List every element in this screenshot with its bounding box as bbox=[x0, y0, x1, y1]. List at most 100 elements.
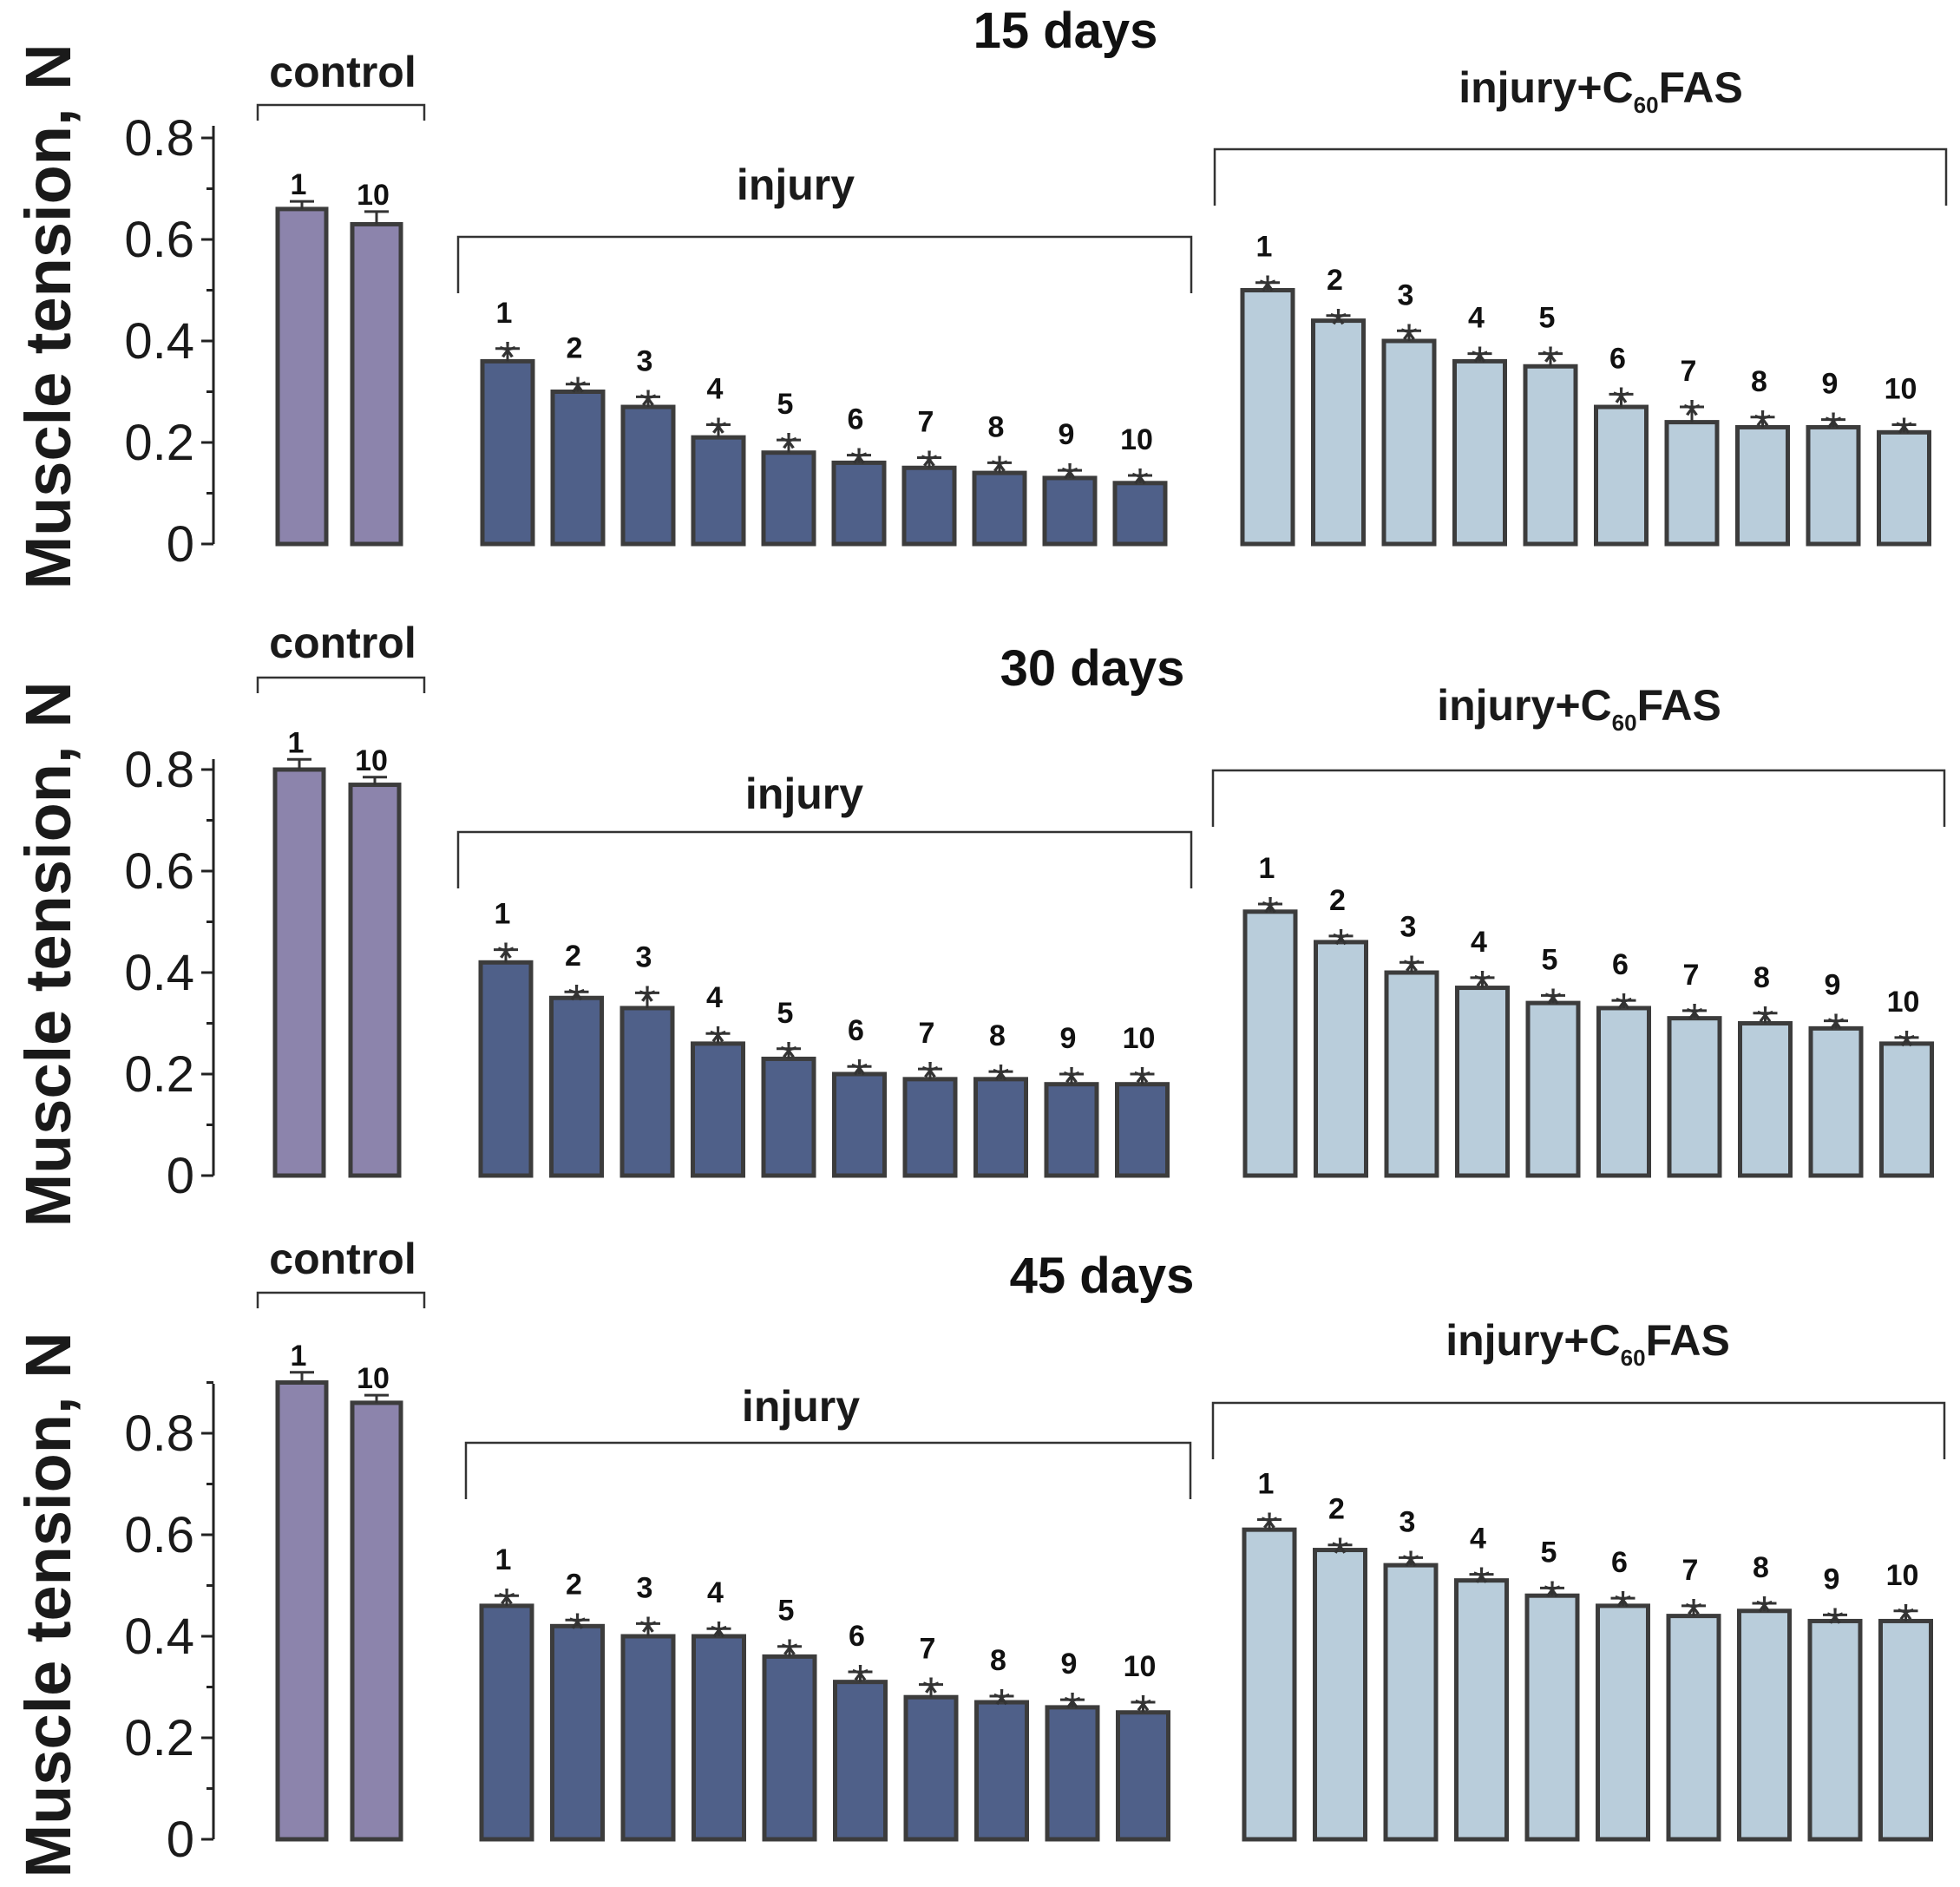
bar-label: 10 bbox=[355, 744, 388, 777]
bar bbox=[1807, 1618, 1863, 1842]
bar-label: 8 bbox=[989, 1019, 1006, 1052]
significance-marker: * bbox=[1402, 1542, 1419, 1592]
bar bbox=[1523, 364, 1578, 547]
significance-marker: * bbox=[991, 447, 1008, 497]
group-label-part: injury+C bbox=[1437, 681, 1611, 730]
group-bracket bbox=[256, 676, 426, 693]
y-tick-label: 0.4 bbox=[124, 1609, 194, 1665]
bar bbox=[1314, 940, 1368, 1178]
group-label-subscript: 60 bbox=[1612, 710, 1637, 736]
significance-marker: * bbox=[1542, 338, 1559, 389]
bar-label: 1 bbox=[495, 898, 511, 931]
bar-label: 9 bbox=[1825, 969, 1841, 1002]
bar-label: 2 bbox=[567, 332, 583, 365]
bar bbox=[691, 1041, 745, 1178]
bar-label: 5 bbox=[777, 388, 794, 421]
bar-label: 5 bbox=[777, 997, 794, 1030]
significance-marker: * bbox=[639, 381, 657, 431]
bar-label: 4 bbox=[1468, 302, 1485, 335]
chart-title: 15 days bbox=[973, 3, 1158, 59]
bar-group-control: control 1 10 bbox=[256, 48, 426, 547]
bar bbox=[479, 1603, 534, 1842]
group-label: injury+C60FAS bbox=[1445, 1316, 1730, 1371]
bar-label: 1 bbox=[496, 297, 513, 330]
group-label-part: injury+C bbox=[1459, 63, 1633, 112]
significance-marker: * bbox=[710, 410, 727, 460]
bar-label: 5 bbox=[1542, 943, 1558, 976]
bar bbox=[1116, 1710, 1170, 1842]
y-tick-label: 0.2 bbox=[124, 1046, 194, 1103]
significance-marker: * bbox=[1063, 1058, 1080, 1109]
group-label-part: FAS bbox=[1637, 681, 1721, 730]
group-bracket bbox=[456, 235, 1193, 293]
bar-group-injury-c60fas: injury+C60FAS*1*2*3*4*5*6*7*8*9*10 bbox=[1211, 1316, 1946, 1842]
significance-marker: * bbox=[1754, 402, 1771, 452]
bar bbox=[833, 1680, 888, 1842]
bar-label: 9 bbox=[1822, 368, 1839, 401]
significance-marker: * bbox=[1134, 1687, 1151, 1737]
bar bbox=[350, 221, 403, 547]
significance-marker: * bbox=[1615, 985, 1632, 1035]
group-bracket bbox=[456, 830, 1193, 888]
bar-group-control: control 1 10 bbox=[256, 1235, 426, 1842]
chart-title: 30 days bbox=[1000, 640, 1185, 697]
bar-label: 2 bbox=[1329, 884, 1346, 917]
bar-label: 3 bbox=[637, 1571, 653, 1604]
bar-label: 2 bbox=[1327, 264, 1343, 297]
significance-marker: * bbox=[1400, 315, 1418, 365]
bar-label: 8 bbox=[1754, 961, 1770, 994]
significance-marker: * bbox=[1061, 455, 1078, 505]
significance-marker: * bbox=[498, 1580, 515, 1630]
bar bbox=[1242, 909, 1298, 1178]
bar-label: 8 bbox=[988, 410, 1005, 443]
bar-label: 5 bbox=[1541, 1536, 1557, 1569]
bar-group-injury: injury*1*2*3*4*5*6*7*8*9*10 bbox=[464, 1382, 1192, 1842]
group-label: control bbox=[269, 619, 416, 667]
bar bbox=[1313, 1548, 1367, 1842]
significance-marker: * bbox=[850, 1051, 868, 1101]
significance-marker: * bbox=[1403, 947, 1420, 997]
bar bbox=[1242, 1527, 1297, 1842]
significance-marker: * bbox=[1827, 1006, 1845, 1056]
significance-marker: * bbox=[921, 1053, 939, 1104]
significance-marker: * bbox=[780, 424, 797, 475]
significance-marker: * bbox=[1544, 980, 1562, 1030]
significance-marker: * bbox=[499, 333, 516, 383]
bar bbox=[1455, 986, 1510, 1178]
significance-marker: * bbox=[1612, 378, 1629, 429]
bar-label: 2 bbox=[566, 1568, 582, 1601]
y-tick-label: 0.8 bbox=[124, 1405, 194, 1462]
significance-marker: * bbox=[1895, 410, 1912, 460]
bar-label: 10 bbox=[1886, 1559, 1919, 1592]
significance-marker: * bbox=[1755, 1588, 1773, 1638]
y-tick-label: 0.6 bbox=[124, 212, 194, 268]
significance-marker: * bbox=[1756, 998, 1773, 1048]
bar bbox=[275, 206, 329, 547]
bar-label: 3 bbox=[1400, 910, 1417, 943]
bar-label: 10 bbox=[1887, 986, 1920, 1019]
bar-label: 7 bbox=[1682, 1554, 1699, 1587]
significance-marker: * bbox=[1686, 995, 1703, 1045]
y-tick-label: 0.4 bbox=[124, 945, 194, 1001]
significance-marker: * bbox=[1262, 888, 1279, 939]
bar bbox=[348, 783, 402, 1178]
bar-label: 10 bbox=[357, 179, 390, 212]
significance-marker: * bbox=[639, 1608, 657, 1658]
significance-marker: * bbox=[781, 1631, 798, 1681]
bar bbox=[1112, 481, 1168, 547]
bar-label: 7 bbox=[918, 406, 934, 439]
bar-label: 10 bbox=[1124, 1650, 1157, 1683]
bar-label: 7 bbox=[1681, 355, 1697, 388]
significance-marker: * bbox=[1331, 1530, 1348, 1580]
group-label-part: FAS bbox=[1646, 1316, 1730, 1365]
y-tick-label: 0.2 bbox=[124, 415, 194, 471]
group-bracket bbox=[256, 103, 426, 121]
significance-marker: * bbox=[1685, 1590, 1702, 1641]
significance-marker: * bbox=[1473, 962, 1491, 1012]
group-label-part: FAS bbox=[1659, 63, 1743, 112]
bar bbox=[901, 465, 957, 547]
bar-label: 1 bbox=[495, 1543, 512, 1576]
bar-label: 1 bbox=[291, 168, 307, 201]
significance-marker: * bbox=[922, 1669, 940, 1720]
bar-label: 9 bbox=[1824, 1563, 1840, 1595]
